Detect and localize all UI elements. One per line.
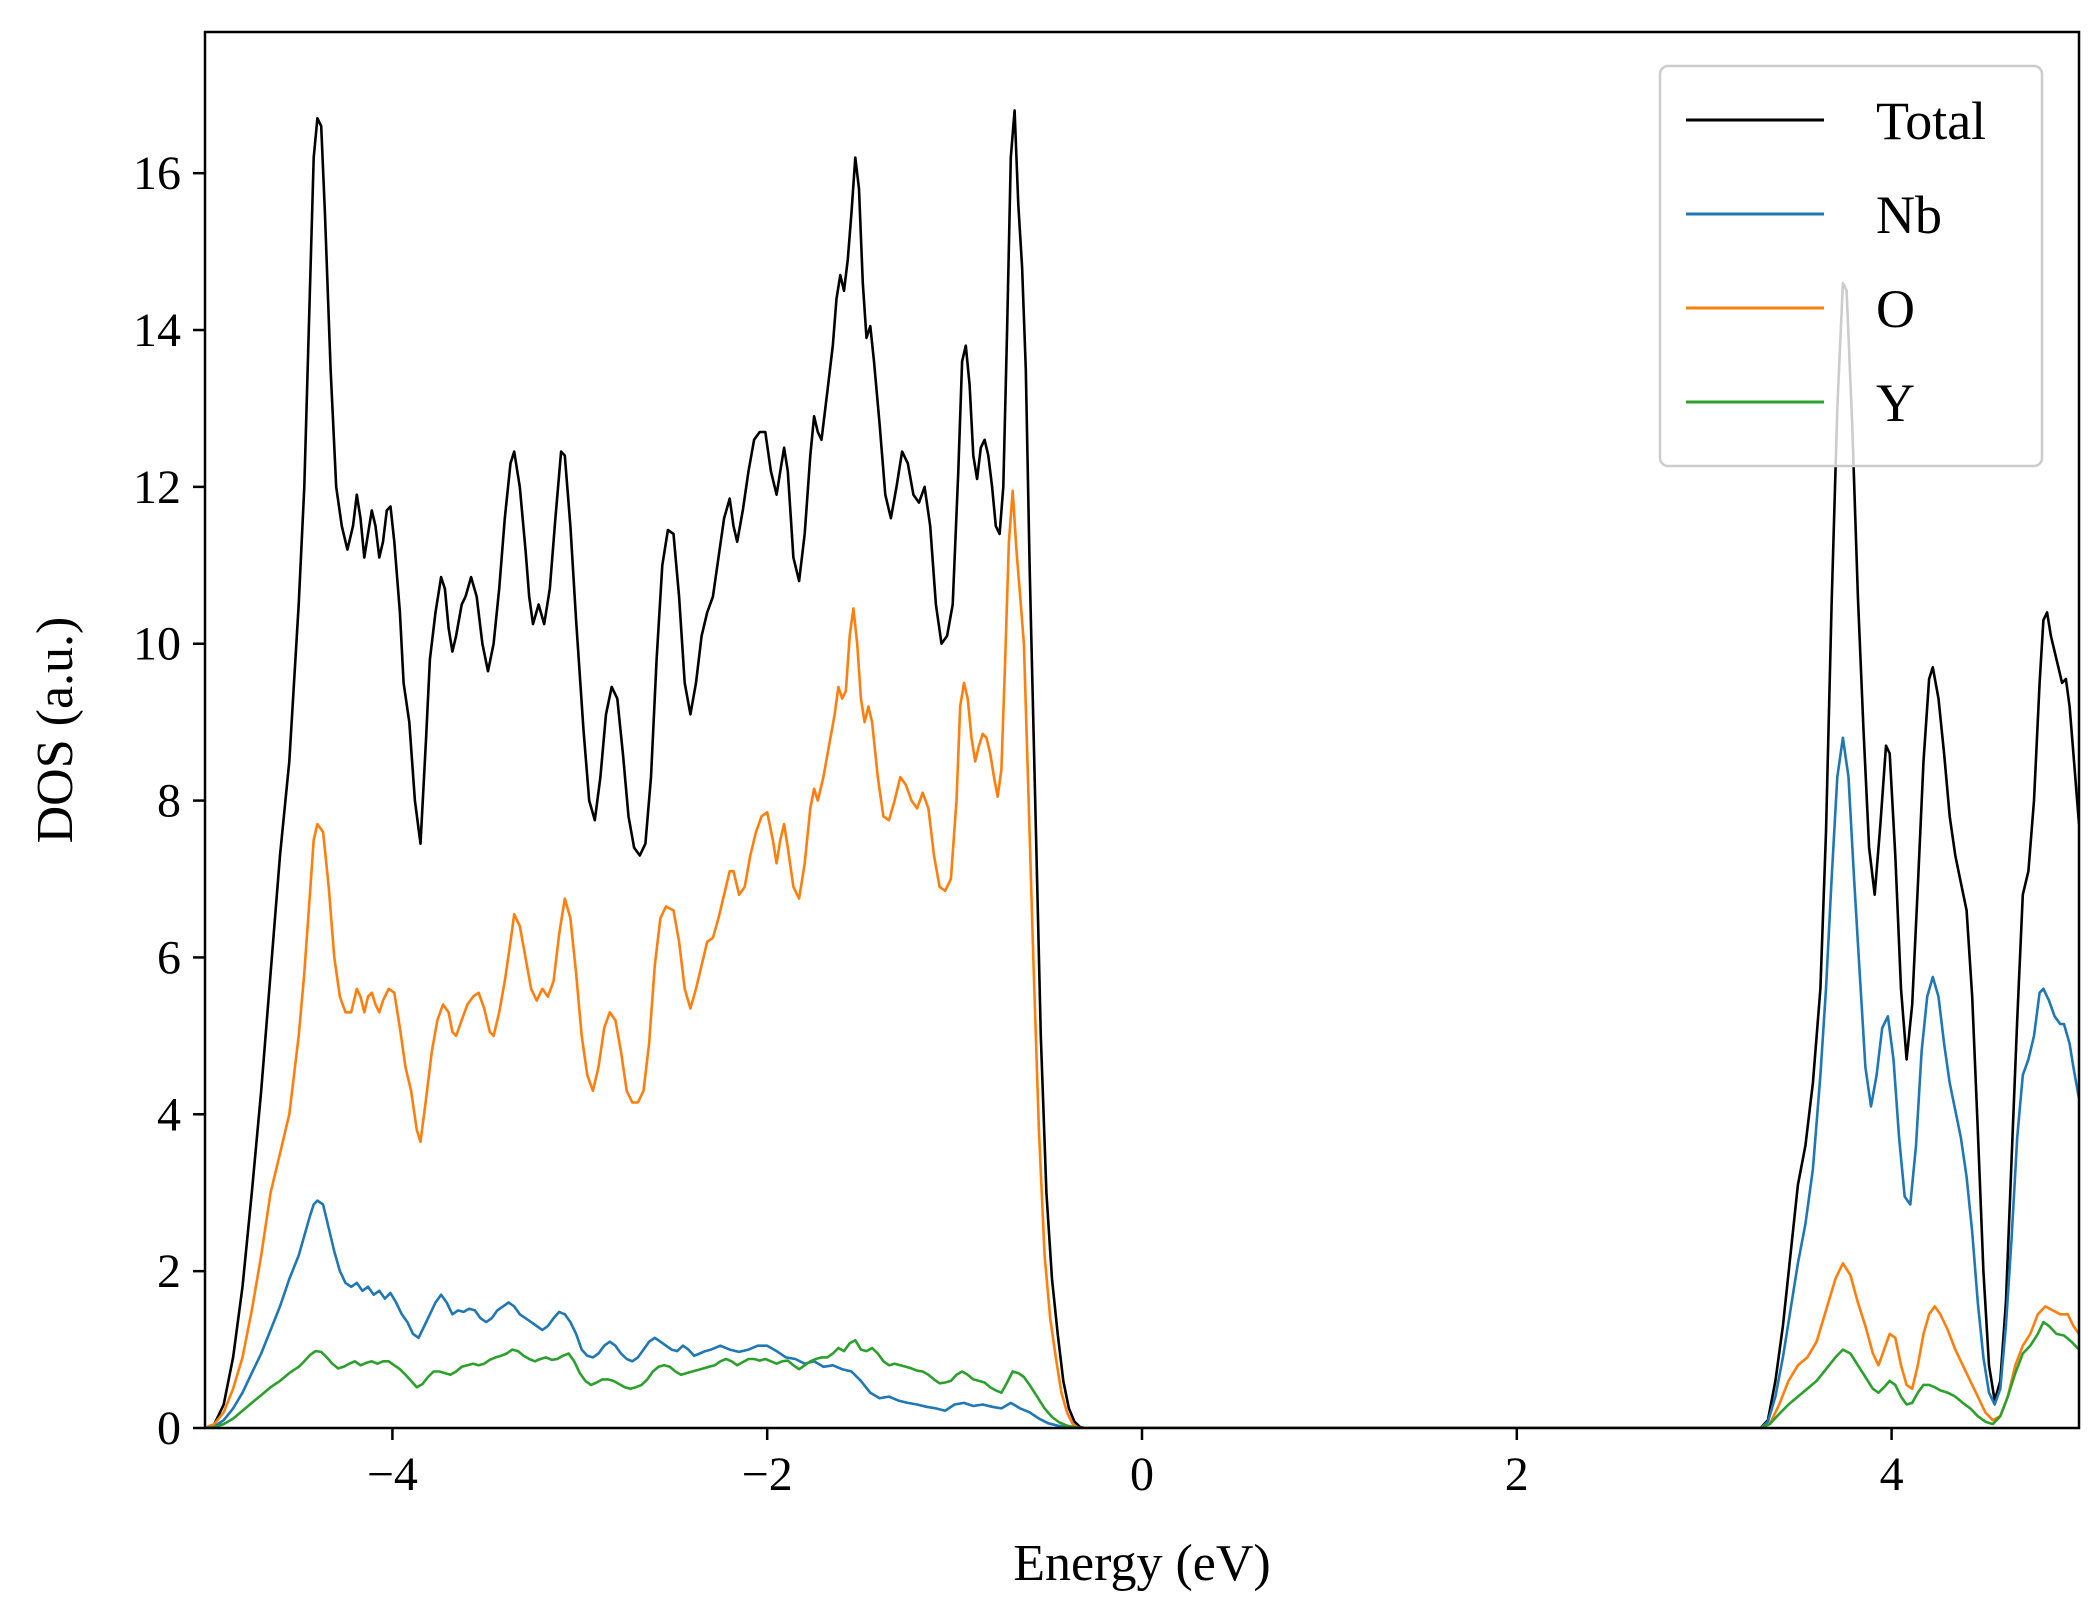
legend-label-y: Y	[1876, 373, 1915, 433]
x-tick-label: 4	[1880, 1448, 1904, 1501]
y-tick-label: 10	[133, 618, 181, 671]
series-line-nb	[205, 736, 2079, 1428]
x-tick-label: −4	[367, 1448, 418, 1501]
y-tick-label: 6	[157, 931, 181, 984]
x-tick-label: 0	[1130, 1448, 1154, 1501]
y-tick-label: 8	[157, 775, 181, 828]
y-tick-label: 0	[157, 1402, 181, 1455]
y-tick-label: 2	[157, 1245, 181, 1298]
legend-label-nb: Nb	[1876, 185, 1942, 245]
y-tick-label: 14	[133, 304, 181, 357]
y-tick-label: 12	[133, 461, 181, 514]
x-tick-label: 2	[1505, 1448, 1529, 1501]
y-tick-label: 16	[133, 147, 181, 200]
series-line-o	[205, 489, 2079, 1428]
y-axis-ticks: 0 2 4 6 8 10 12 14 16	[133, 147, 205, 1455]
x-axis-ticks: −4 −2 0 2 4	[367, 1428, 1904, 1501]
legend-label-o: O	[1876, 279, 1915, 339]
legend-label-total: Total	[1876, 91, 1986, 151]
series-line-y	[205, 1320, 2079, 1428]
x-axis-label: Energy (eV)	[1013, 1535, 1271, 1592]
series-layer	[205, 109, 2079, 1428]
x-tick-label: −2	[742, 1448, 793, 1501]
legend: Total Nb OY	[1658, 64, 2044, 468]
series-line-total	[205, 109, 2079, 1428]
y-tick-label: 4	[157, 1088, 181, 1141]
y-axis-label: DOS (a.u.)	[27, 617, 84, 844]
legend-box	[1658, 64, 2044, 468]
